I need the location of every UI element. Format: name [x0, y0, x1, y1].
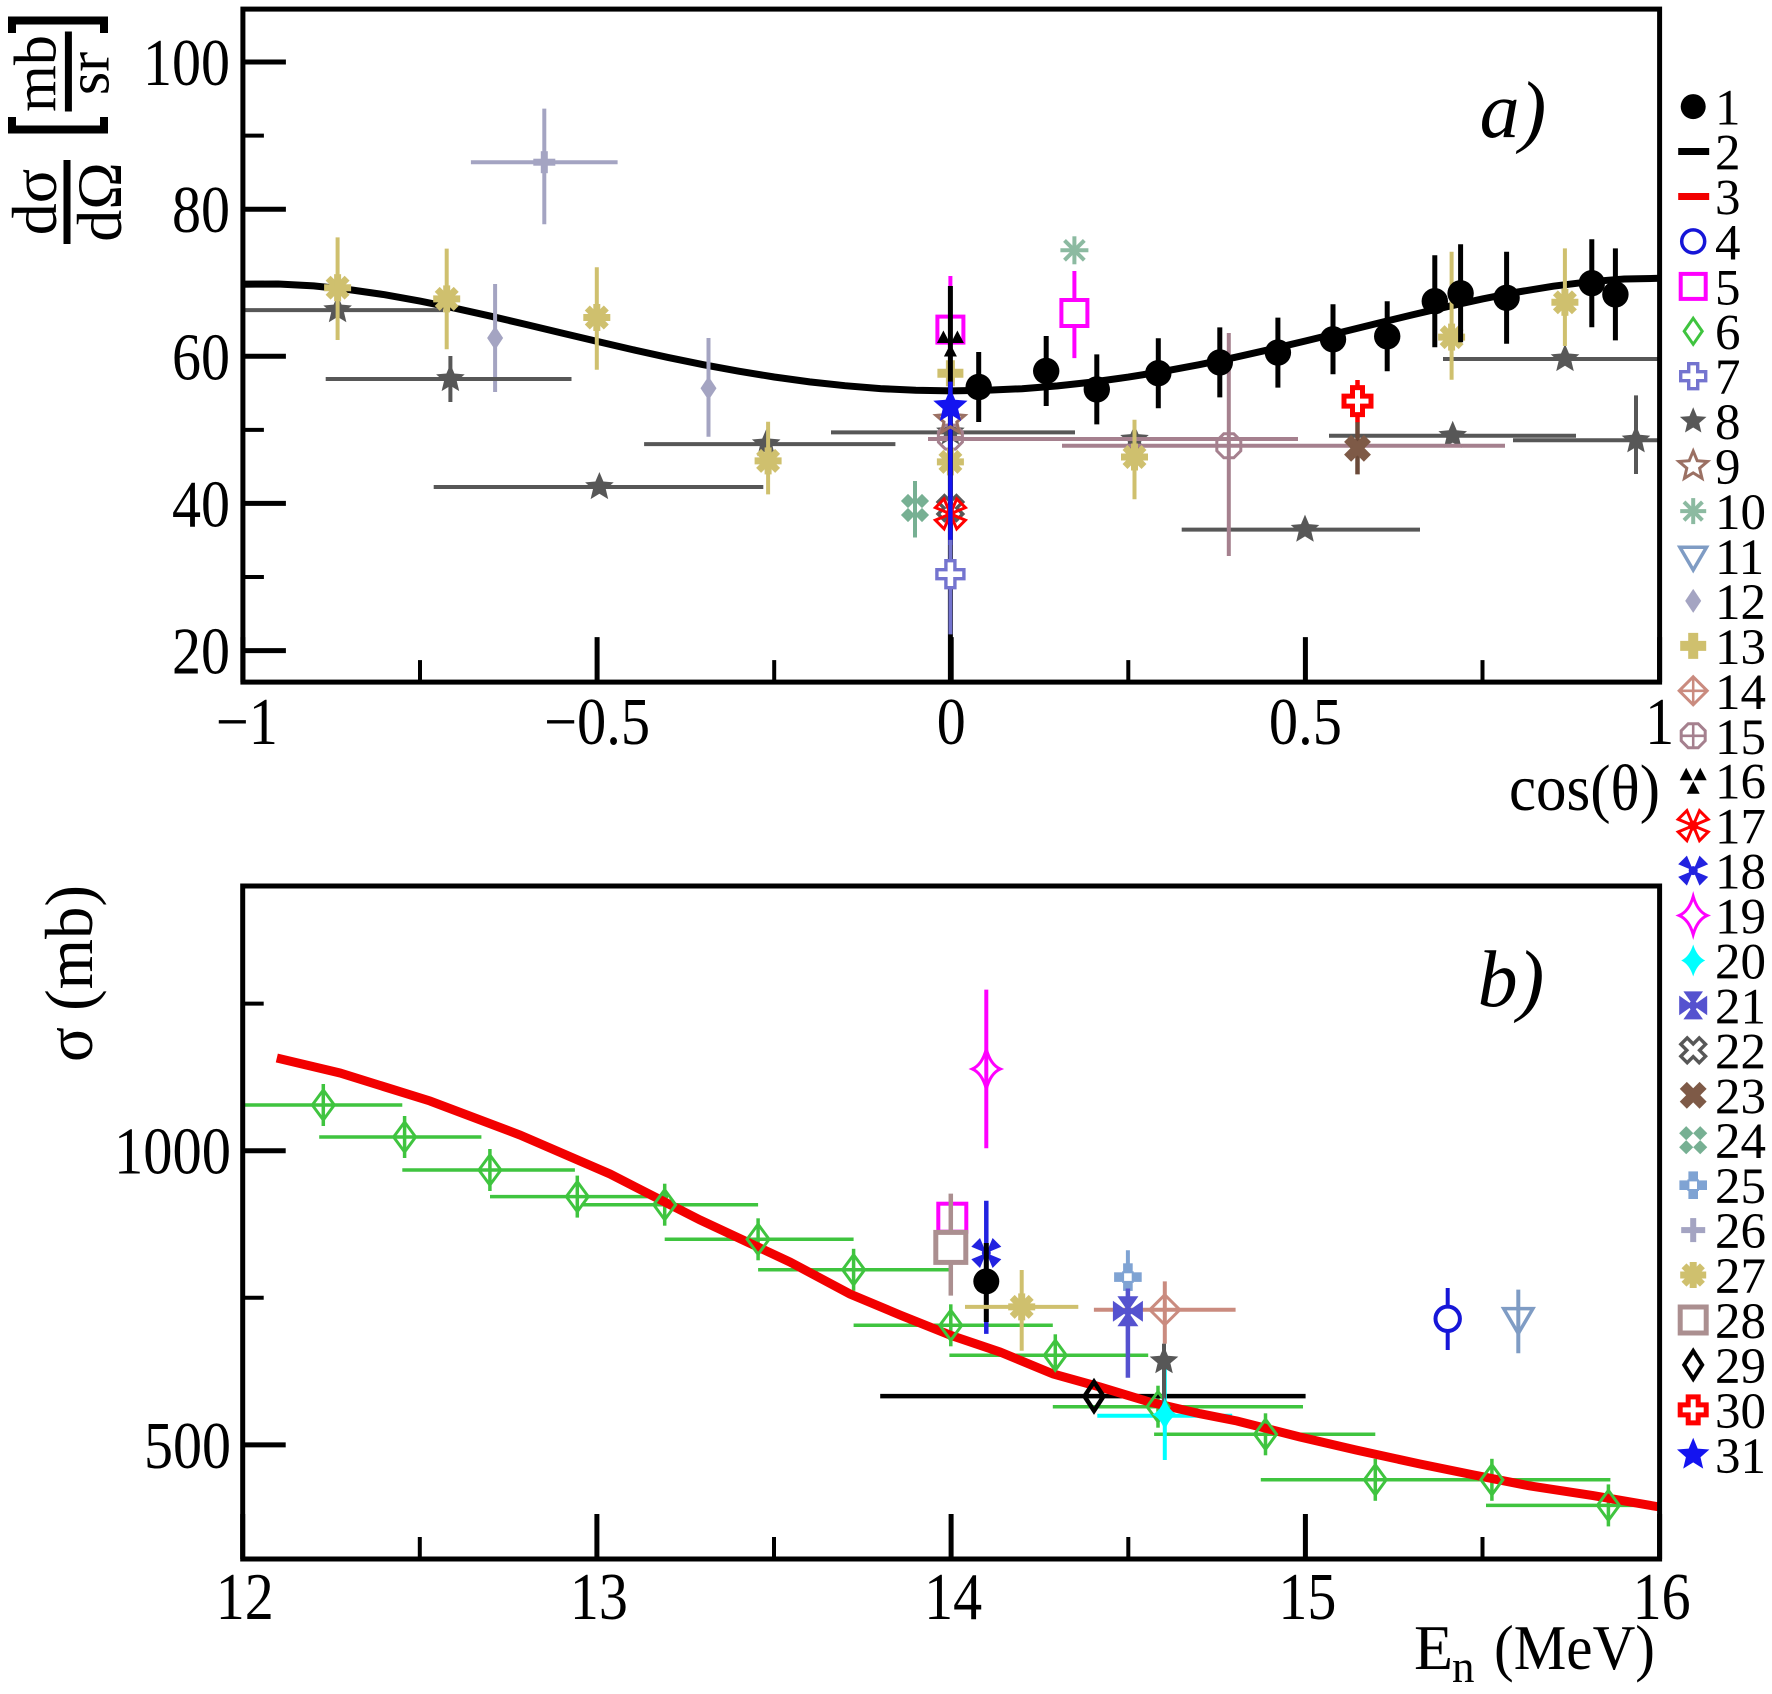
svg-text:29: 29 — [1715, 1339, 1766, 1395]
svg-text:60: 60 — [172, 320, 230, 394]
svg-text:16: 16 — [1633, 1560, 1691, 1634]
svg-text:n: n — [1452, 1642, 1475, 1692]
svg-text:13: 13 — [1715, 620, 1766, 676]
svg-text:15: 15 — [1278, 1560, 1336, 1634]
svg-text:26: 26 — [1715, 1204, 1766, 1260]
svg-text:19: 19 — [1715, 890, 1766, 946]
svg-text:16: 16 — [1715, 755, 1766, 811]
svg-text:0: 0 — [937, 685, 966, 759]
svg-text:100: 100 — [143, 26, 230, 100]
svg-text:24: 24 — [1715, 1114, 1766, 1170]
svg-text:−0.5: −0.5 — [544, 685, 650, 759]
svg-text:0.5: 0.5 — [1269, 685, 1342, 759]
svg-text:22: 22 — [1715, 1024, 1766, 1080]
svg-text:8: 8 — [1715, 395, 1741, 451]
svg-text:dΩ: dΩ — [64, 162, 135, 242]
svg-text:14: 14 — [924, 1560, 982, 1634]
svg-text:40: 40 — [172, 468, 230, 542]
svg-text:sr: sr — [55, 52, 121, 95]
svg-text:7: 7 — [1715, 350, 1741, 406]
svg-text:21: 21 — [1715, 979, 1766, 1035]
svg-text:25: 25 — [1715, 1159, 1766, 1215]
svg-text:σ (mb): σ (mb) — [31, 885, 107, 1062]
svg-text:13: 13 — [570, 1560, 628, 1634]
svg-text:23: 23 — [1715, 1069, 1766, 1125]
svg-text:15: 15 — [1715, 710, 1766, 766]
svg-text:1: 1 — [1645, 685, 1674, 759]
svg-text:9: 9 — [1715, 440, 1741, 496]
svg-text:14: 14 — [1715, 665, 1766, 721]
svg-text:12: 12 — [1715, 575, 1766, 631]
svg-text:18: 18 — [1715, 845, 1766, 901]
svg-text:cos(θ): cos(θ) — [1509, 752, 1660, 825]
svg-text:20: 20 — [1715, 935, 1766, 991]
svg-text:2: 2 — [1715, 126, 1741, 182]
svg-text:500: 500 — [144, 1409, 231, 1483]
svg-text:a): a) — [1480, 67, 1547, 155]
svg-text:30: 30 — [1715, 1384, 1766, 1440]
svg-text:12: 12 — [216, 1560, 274, 1634]
svg-text:1000: 1000 — [114, 1115, 231, 1189]
svg-text:11: 11 — [1715, 530, 1764, 586]
svg-text:b): b) — [1478, 936, 1545, 1024]
svg-text:6: 6 — [1715, 305, 1741, 361]
svg-text:3: 3 — [1715, 171, 1741, 227]
svg-text:dσ: dσ — [0, 169, 70, 236]
svg-text:−1: −1 — [216, 685, 278, 759]
svg-text:E: E — [1414, 1612, 1453, 1683]
svg-text:5: 5 — [1715, 260, 1741, 316]
svg-text:31: 31 — [1715, 1429, 1766, 1485]
svg-text:27: 27 — [1715, 1249, 1766, 1305]
svg-text:20: 20 — [172, 615, 230, 689]
svg-text:mb: mb — [2, 35, 68, 112]
svg-text:28: 28 — [1715, 1294, 1766, 1350]
svg-text:(MeV): (MeV) — [1494, 1612, 1655, 1683]
svg-text:80: 80 — [172, 173, 230, 247]
svg-text:17: 17 — [1715, 800, 1766, 856]
svg-text:4: 4 — [1715, 215, 1741, 271]
svg-text:1: 1 — [1715, 81, 1741, 137]
svg-text:10: 10 — [1715, 485, 1766, 541]
